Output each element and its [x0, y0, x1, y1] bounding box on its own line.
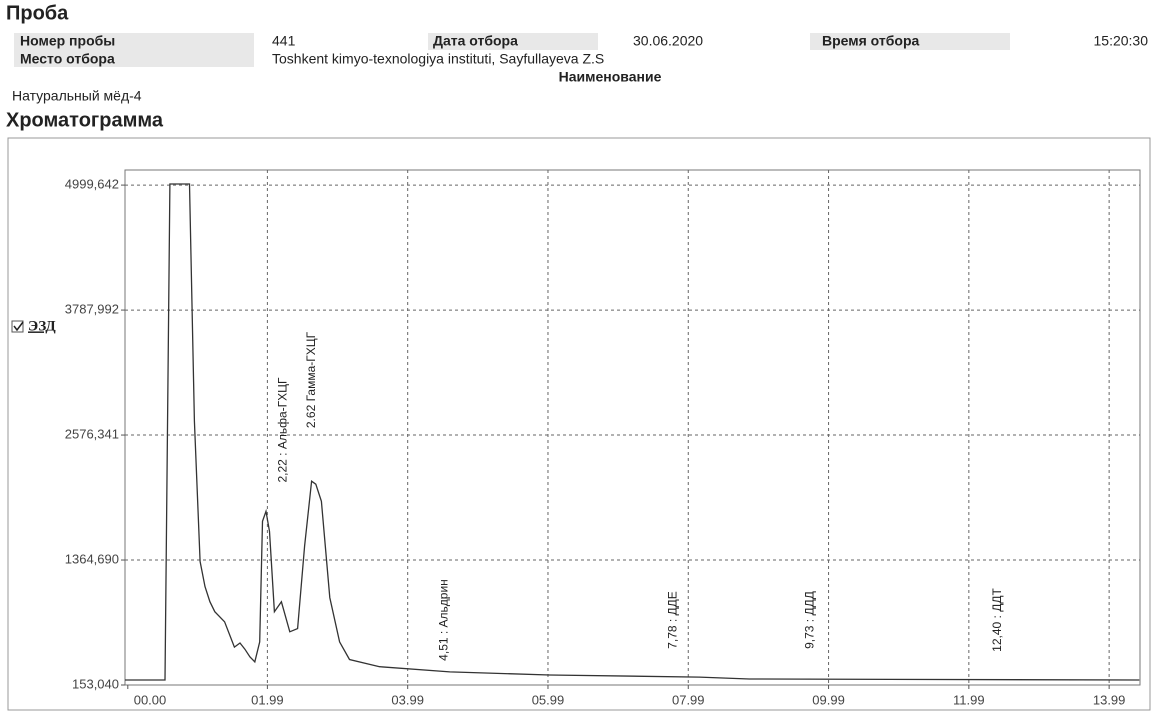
field-value: 30.06.2020	[633, 33, 703, 49]
field-label: Место отбора	[20, 51, 115, 67]
trace	[125, 183, 1140, 681]
legend-entry[interactable]: ЭЗД	[28, 318, 56, 334]
field-value: Toshkent kimyo-texnologiya instituti, Sa…	[272, 51, 604, 67]
field-label: Время отбора	[822, 33, 919, 49]
peak-label: 9,73 : ДДД	[802, 591, 816, 649]
x-tick-label: 00.00	[134, 692, 167, 707]
label-box	[14, 33, 254, 67]
peak-label: 2,22 : Альфа-ГХЦГ	[276, 377, 290, 483]
x-tick-label: 07.99	[672, 692, 705, 707]
plot-area	[124, 169, 1141, 686]
peak-label: 4,51 : Альдрин	[436, 579, 450, 661]
legend-check	[13, 321, 24, 332]
field-label: Дата отбора	[433, 33, 518, 49]
x-tick-label: 11.99	[953, 692, 985, 707]
y-tick-label: 3787,992	[65, 302, 119, 317]
y-tick-label: 4999,642	[65, 177, 119, 192]
x-tick-label: 09.99	[812, 692, 845, 707]
label-box	[428, 33, 598, 50]
field-value: 15:20:30	[1094, 33, 1149, 49]
peak-label: 12,40 : ДДТ	[990, 588, 1004, 652]
x-tick-label: 03.99	[391, 692, 424, 707]
x-tick-label: 13.99	[1093, 692, 1126, 707]
chart-frame	[7, 137, 1151, 711]
x-tick-label: 01.99	[251, 692, 284, 707]
label-box	[810, 33, 1010, 50]
x-tick-label: 05.99	[532, 692, 565, 707]
legend-checkbox[interactable]	[11, 320, 24, 333]
field-value: Натуральный мёд-4	[12, 88, 142, 104]
y-tick-label: 1364,690	[65, 551, 119, 566]
field-label: Наименование	[559, 69, 662, 85]
field-value: 441	[272, 33, 296, 49]
field-label: Номер пробы	[20, 33, 115, 49]
section-title: Проба	[6, 2, 69, 24]
y-tick-label: 2576,341	[65, 426, 119, 441]
peak-label: 7,78 : ДДЕ	[666, 591, 680, 649]
peak-label: 2.62 Гамма-ГХЦГ	[304, 331, 318, 428]
y-tick-label: 153,040	[72, 676, 119, 691]
chart-title: Хроматограмма	[6, 109, 164, 131]
